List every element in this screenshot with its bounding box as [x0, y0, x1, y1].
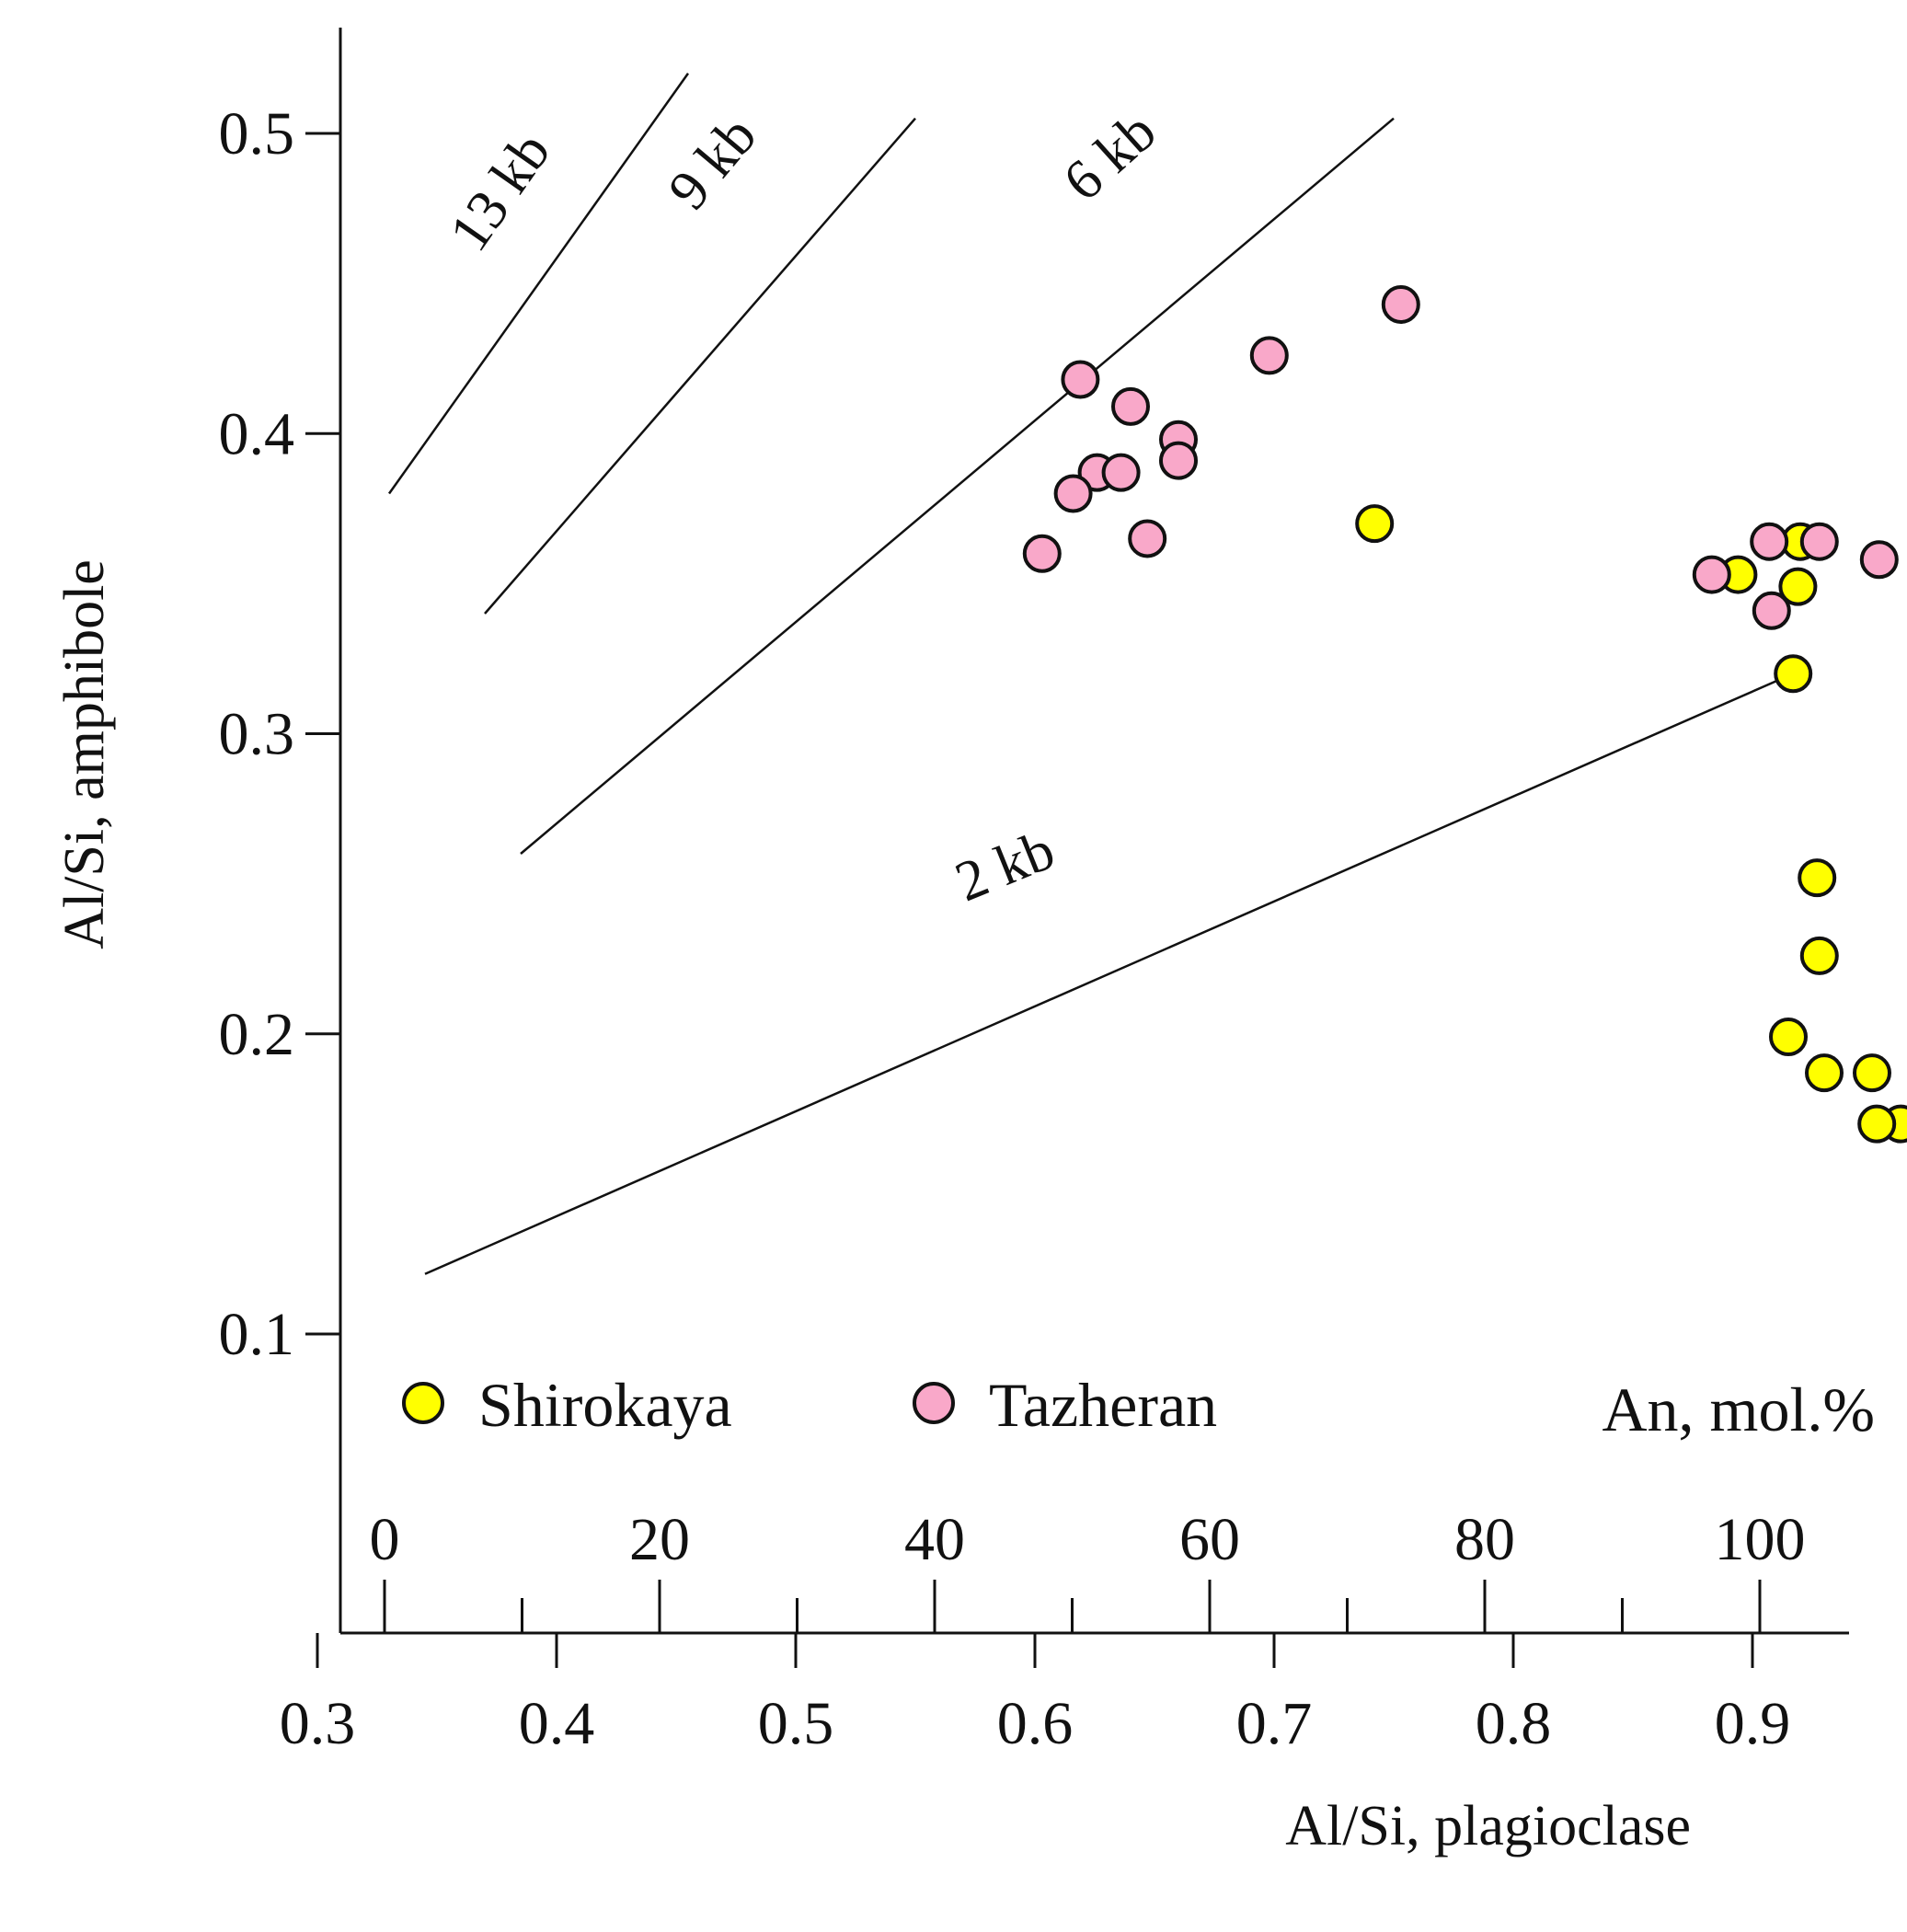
y-tick-label: 0.4	[219, 400, 295, 467]
tazheran-point	[1022, 534, 1062, 573]
x-tick-label: 0.5	[758, 1690, 834, 1757]
isobar-line	[424, 673, 1794, 1275]
x-tick-label: 0.4	[519, 1690, 595, 1757]
an-axis-title: An, mol.%	[1602, 1374, 1875, 1444]
legend-label-shirokaya: Shirokaya	[478, 1370, 732, 1440]
isobar-lines: 13 kb 9 kb 6 kb 2 kb	[387, 73, 1794, 1275]
shirokaya-point	[1769, 1018, 1808, 1057]
tazheran-point	[1799, 522, 1839, 561]
x-axis-title: Al/Si, plagioclase	[1285, 1795, 1691, 1857]
axes: 0.1 0.2 0.3 0.4 0.5 0.3 0.4 0.5 0.6 0.7 0.8 0.9 0 20 4…	[53, 28, 1875, 1857]
y-tick-label: 0.3	[219, 701, 295, 768]
legend: Shirokaya Tazheran	[402, 1370, 1217, 1440]
tazheran-point	[1752, 591, 1791, 630]
data-points	[1022, 284, 1907, 1144]
y-tick-label: 0.2	[219, 1001, 295, 1068]
x-tick-label: 0.7	[1236, 1690, 1313, 1757]
an-tick-label: 100	[1715, 1506, 1806, 1573]
tazheran-point	[1101, 453, 1141, 492]
tazheran-point	[1111, 386, 1150, 426]
x-tick-label: 0.8	[1476, 1690, 1552, 1757]
tazheran-point	[1692, 555, 1731, 594]
isobar-line	[484, 117, 916, 615]
tazheran-point	[1053, 474, 1093, 513]
tazheran-point	[1159, 441, 1198, 480]
y-tick-label: 0.5	[219, 100, 295, 167]
tazheran-point	[1381, 284, 1420, 324]
tazheran-point	[1750, 522, 1789, 561]
legend-marker-tazheran	[913, 1382, 955, 1424]
shirokaya-point	[1857, 1104, 1897, 1144]
x-tick-label: 0.3	[280, 1690, 356, 1757]
isobar-label: 2 kb	[947, 819, 1063, 914]
shirokaya-point	[1798, 858, 1837, 898]
legend-marker-shirokaya	[402, 1382, 444, 1424]
tazheran-point	[1859, 540, 1899, 580]
isobar-line	[520, 117, 1395, 855]
shirokaya-point	[1355, 504, 1395, 544]
shirokaya-point	[1805, 1053, 1844, 1093]
an-tick-label: 60	[1179, 1506, 1240, 1573]
isobar-label: 13 kb	[438, 121, 563, 262]
x-tick-label: 0.6	[997, 1690, 1074, 1757]
isobar-label: 9 kb	[657, 105, 769, 222]
y-axis-title: Al/Si, amphibole	[53, 559, 116, 949]
shirokaya-point	[1853, 1053, 1891, 1093]
shirokaya-point	[1799, 936, 1839, 975]
an-tick-label: 80	[1454, 1506, 1515, 1573]
legend-label-tazheran: Tazheran	[989, 1370, 1217, 1440]
isobar-label: 6 kb	[1052, 100, 1168, 213]
shirokaya-point	[1778, 567, 1818, 606]
shirokaya-point	[1774, 654, 1813, 694]
tazheran-point	[1249, 336, 1289, 375]
y-tick-label: 0.1	[219, 1301, 295, 1368]
tazheran-point	[1061, 360, 1100, 399]
an-tick-label: 0	[370, 1506, 400, 1573]
an-tick-label: 40	[904, 1506, 965, 1573]
tazheran-point	[1128, 519, 1167, 558]
isobar-line	[387, 73, 690, 495]
an-tick-label: 20	[629, 1506, 690, 1573]
x-tick-label: 0.9	[1715, 1690, 1791, 1757]
